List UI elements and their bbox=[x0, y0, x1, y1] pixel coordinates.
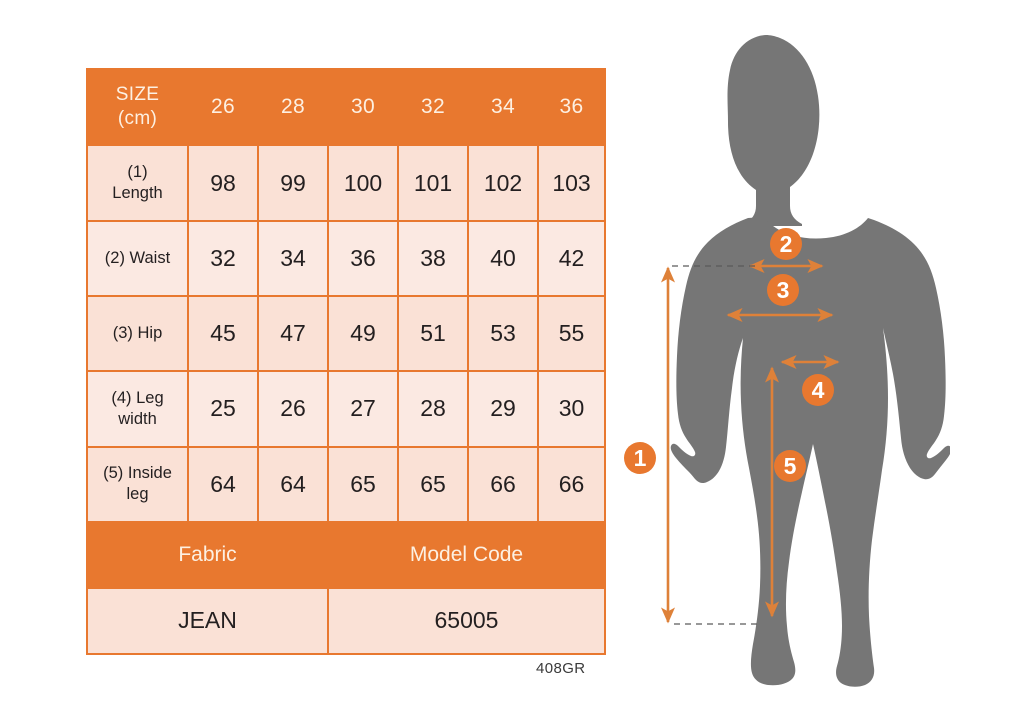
row-label-line1: (4) Leg bbox=[111, 388, 164, 407]
cell-length-26: 98 bbox=[189, 146, 257, 220]
row-label-hip: (3) Hip bbox=[88, 296, 187, 371]
row-label-line2: leg bbox=[126, 485, 149, 504]
marker-badge-1-label: 1 bbox=[634, 445, 647, 471]
cell-legwidth-34: 29 bbox=[469, 372, 537, 446]
cell-hip-30: 49 bbox=[329, 296, 397, 371]
row-label-line1: (3) Hip bbox=[112, 324, 163, 343]
marker-badge-3-label: 3 bbox=[777, 277, 790, 303]
marker-badge-4-label: 4 bbox=[812, 377, 825, 403]
footer-value-model-code: 65005 bbox=[329, 588, 604, 653]
cell-insideleg-36: 66 bbox=[539, 447, 604, 521]
cell-length-28: 99 bbox=[259, 146, 327, 220]
table-row: (1) Length 98 99 100 101 102 103 bbox=[88, 146, 604, 220]
measurement-figure-panel: 1 2 3 4 5 bbox=[620, 10, 950, 710]
marker-badge-2: 2 bbox=[770, 228, 802, 260]
table-row: (2) Waist 32 34 36 38 40 42 bbox=[88, 221, 604, 295]
footer-value-fabric: JEAN bbox=[88, 588, 327, 653]
row-label-inside-leg: (5) Inside leg bbox=[88, 447, 187, 521]
row-label-length: (1) Length bbox=[88, 146, 187, 220]
table-header-row: SIZE (cm) 26 28 30 32 34 36 bbox=[88, 70, 604, 145]
cell-waist-34: 40 bbox=[469, 221, 537, 295]
header-size-36: 36 bbox=[539, 70, 604, 145]
header-size-30: 30 bbox=[329, 70, 397, 145]
cell-hip-34: 53 bbox=[469, 296, 537, 371]
cell-hip-26: 45 bbox=[189, 296, 257, 371]
marker-badge-5: 5 bbox=[774, 450, 806, 482]
cell-waist-30: 36 bbox=[329, 221, 397, 295]
female-silhouette-icon bbox=[670, 35, 950, 687]
cell-length-36: 103 bbox=[539, 146, 604, 220]
header-size-26: 26 bbox=[189, 70, 257, 145]
row-label-line2: width bbox=[118, 409, 157, 428]
cell-length-34: 102 bbox=[469, 146, 537, 220]
cell-hip-36: 55 bbox=[539, 296, 604, 371]
marker-badge-4: 4 bbox=[802, 374, 834, 406]
marker-badge-1: 1 bbox=[624, 442, 656, 474]
header-size-34: 34 bbox=[469, 70, 537, 145]
cell-hip-32: 51 bbox=[399, 296, 467, 371]
cell-legwidth-32: 28 bbox=[399, 372, 467, 446]
marker-badge-3: 3 bbox=[767, 274, 799, 306]
footer-header-fabric: Fabric bbox=[88, 522, 327, 587]
row-label-line1: (2) Waist bbox=[104, 248, 171, 267]
cell-waist-26: 32 bbox=[189, 221, 257, 295]
size-chart-table: SIZE (cm) 26 28 30 32 34 36 (1) Length 9… bbox=[86, 68, 606, 655]
cell-insideleg-30: 65 bbox=[329, 447, 397, 521]
row-label-waist: (2) Waist bbox=[88, 221, 187, 295]
cell-waist-32: 38 bbox=[399, 221, 467, 295]
cell-legwidth-28: 26 bbox=[259, 372, 327, 446]
cell-waist-36: 42 bbox=[539, 221, 604, 295]
row-label-leg-width: (4) Leg width bbox=[88, 372, 187, 446]
marker-badge-5-label: 5 bbox=[784, 453, 797, 479]
header-size-28: 28 bbox=[259, 70, 327, 145]
cell-insideleg-32: 65 bbox=[399, 447, 467, 521]
footer-header-model-code: Model Code bbox=[329, 522, 604, 587]
cell-waist-28: 34 bbox=[259, 221, 327, 295]
table-footer-value-row: JEAN 65005 bbox=[88, 588, 604, 653]
cell-insideleg-34: 66 bbox=[469, 447, 537, 521]
cell-insideleg-26: 64 bbox=[189, 447, 257, 521]
row-label-line2: Length bbox=[112, 184, 163, 202]
cell-legwidth-26: 25 bbox=[189, 372, 257, 446]
table-row: (5) Inside leg 64 64 65 65 66 66 bbox=[88, 447, 604, 521]
cell-insideleg-28: 64 bbox=[259, 447, 327, 521]
cell-length-30: 100 bbox=[329, 146, 397, 220]
cell-hip-28: 47 bbox=[259, 296, 327, 371]
table-row: (3) Hip 45 47 49 51 53 55 bbox=[88, 296, 604, 371]
watermark-text: 408GR bbox=[536, 660, 586, 677]
header-unit-text: (cm) bbox=[117, 108, 158, 130]
table-footer-header-row: Fabric Model Code bbox=[88, 522, 604, 587]
cell-legwidth-30: 27 bbox=[329, 372, 397, 446]
row-label-line1: (5) Inside bbox=[103, 464, 172, 483]
row-label-line1: (1) bbox=[127, 162, 148, 181]
table-row: (4) Leg width 25 26 27 28 29 30 bbox=[88, 372, 604, 446]
cell-legwidth-36: 30 bbox=[539, 372, 604, 446]
marker-badge-2-label: 2 bbox=[780, 231, 793, 257]
header-size-text: SIZE bbox=[115, 84, 160, 106]
cell-length-32: 101 bbox=[399, 146, 467, 220]
header-size-32: 32 bbox=[399, 70, 467, 145]
header-size-label: SIZE (cm) bbox=[88, 70, 187, 145]
